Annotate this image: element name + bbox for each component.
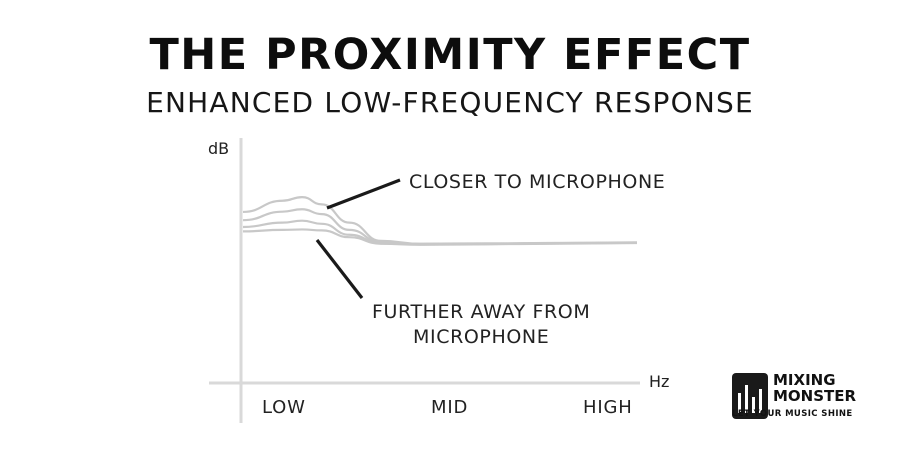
logo-line-1: MIXING [773,371,836,389]
closer-leader-line [326,178,401,210]
x-axis-label: Hz [649,372,670,391]
further-annotation-line-1: FURTHER AWAY FROM [372,301,591,323]
logo-tagline: LET YOUR MUSIC SHINE [732,409,853,419]
x-tick-low: LOW [262,397,306,418]
x-tick-high: HIGH [583,397,633,418]
series-layer [242,196,638,246]
further-annotation: FURTHER AWAY FROM MICROPHONE [372,300,590,350]
mixing-monster-logo: MIXING MONSTER LET YOUR MUSIC SHINE [732,372,882,421]
chart-title: THE PROXIMITY EFFECT [149,30,751,80]
response-curve-4 [242,228,638,246]
y-axis-label: dB [208,139,230,158]
logo-line-2: MONSTER [773,387,857,405]
closer-annotation: CLOSER TO MICROPHONE [409,171,666,193]
chart-subtitle: ENHANCED LOW-FREQUENCY RESPONSE [146,86,754,119]
x-tick-mid: MID [431,397,469,418]
further-leader-line [315,239,364,299]
further-annotation-line-2: MICROPHONE [413,326,550,348]
mixer-icon [732,373,768,419]
response-curve-2 [242,208,638,246]
response-curve-3 [242,219,638,246]
logo-name: MIXING MONSTER [773,372,856,404]
